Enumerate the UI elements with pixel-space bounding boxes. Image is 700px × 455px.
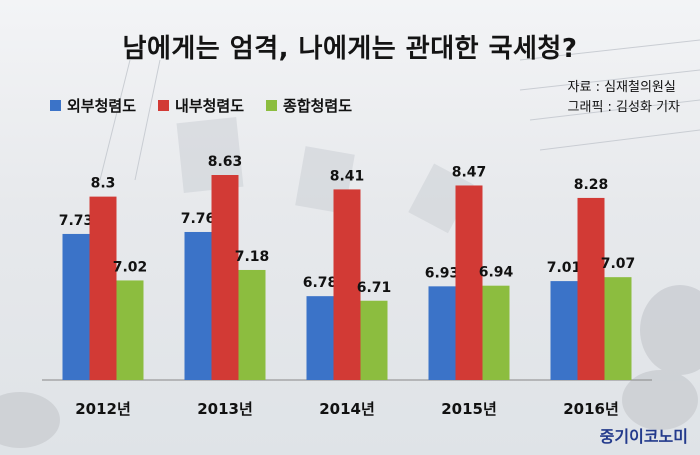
- legend-swatch-total: [266, 100, 278, 111]
- bar-internal-0: [89, 196, 117, 380]
- data-label-external-2: 6.78: [303, 275, 338, 291]
- legend: 외부청렴도 내부청렴도 종합청렴도: [50, 95, 352, 116]
- data-label-internal-3: 8.47: [452, 164, 487, 180]
- bar-total-0: [116, 280, 144, 380]
- bar-external-1: [184, 231, 212, 380]
- bar-total-4: [604, 277, 632, 380]
- data-label-total-0: 7.02: [113, 259, 148, 275]
- bar-total-3: [482, 285, 510, 380]
- data-label-external-4: 7.01: [547, 260, 582, 276]
- data-label-internal-2: 8.41: [330, 168, 365, 184]
- legend-item-external: 외부청렴도: [50, 95, 136, 116]
- data-label-external-1: 7.76: [181, 211, 216, 227]
- data-label-external-3: 6.93: [425, 265, 460, 281]
- data-label-total-3: 6.94: [479, 265, 514, 281]
- bar-external-0: [62, 233, 90, 380]
- x-tick-label-3: 2015년: [441, 400, 497, 418]
- legend-swatch-external: [50, 100, 61, 111]
- source-credit: 자료 : 심재철의원실 그래픽 : 김성화 기자: [568, 78, 680, 118]
- bar-external-2: [306, 296, 334, 380]
- legend-swatch-internal: [158, 100, 170, 111]
- bar-total-1: [238, 269, 266, 380]
- bar-external-4: [550, 281, 578, 380]
- legend-item-internal: 내부청렴도: [158, 95, 244, 116]
- data-label-external-0: 7.73: [59, 213, 94, 229]
- legend-label-external: 외부청렴도: [67, 97, 137, 115]
- data-label-total-1: 7.18: [235, 249, 270, 265]
- data-label-internal-0: 8.3: [91, 176, 116, 192]
- bar-internal-4: [577, 197, 605, 380]
- chart-title: 남에게는 엄격, 나에게는 관대한 국세청?: [122, 34, 578, 64]
- bar-internal-1: [211, 175, 239, 380]
- brand-logo: 중기이코노미: [599, 427, 688, 446]
- x-tick-label-0: 2012년: [75, 400, 131, 418]
- graphic-credit-line: 그래픽 : 김성화 기자: [567, 100, 680, 115]
- data-label-total-2: 6.71: [357, 280, 392, 296]
- data-label-internal-1: 8.63: [208, 154, 243, 170]
- bar-internal-3: [455, 185, 483, 380]
- bar-external-3: [428, 286, 456, 380]
- legend-item-total: 종합청렴도: [266, 95, 352, 116]
- x-tick-label-1: 2013년: [197, 400, 253, 418]
- bar-internal-2: [333, 189, 361, 380]
- legend-label-internal: 내부청렴도: [175, 97, 245, 115]
- x-tick-label-4: 2016년: [563, 400, 619, 418]
- bar-total-2: [360, 300, 388, 380]
- data-label-internal-4: 8.28: [574, 177, 609, 193]
- legend-label-total: 종합청렴도: [283, 97, 353, 115]
- x-tick-label-2: 2014년: [319, 400, 375, 418]
- data-label-total-4: 7.07: [601, 256, 636, 272]
- source-line: 자료 : 심재철의원실: [567, 80, 676, 95]
